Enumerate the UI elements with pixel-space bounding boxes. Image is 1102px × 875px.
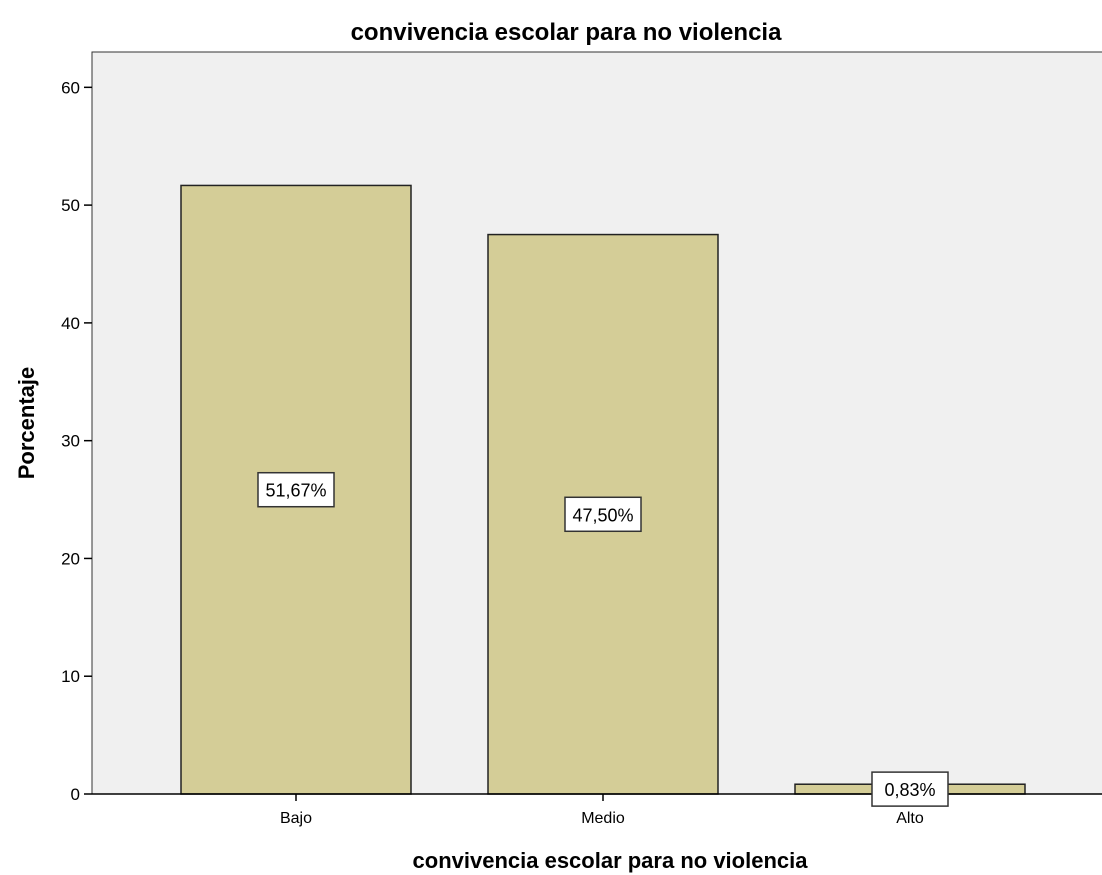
data-label-box bbox=[564, 496, 642, 533]
y-tick-label: 60 bbox=[61, 78, 80, 97]
y-tick-label: 10 bbox=[61, 667, 80, 686]
data-label-text: 51,67% bbox=[265, 481, 326, 501]
data-label-bajo: 51,67% bbox=[257, 471, 335, 508]
data-label-text: 0,83% bbox=[884, 780, 935, 800]
data-label-box bbox=[871, 771, 949, 807]
y-tick-label: 50 bbox=[61, 196, 80, 215]
chart-title: convivencia escolar para no violencia bbox=[351, 19, 783, 46]
y-tick-label: 30 bbox=[61, 432, 80, 451]
y-tick-label: 0 bbox=[71, 785, 80, 804]
x-tick-label-alto: Alto bbox=[896, 810, 924, 827]
y-axis-label: Porcentaje bbox=[14, 367, 39, 480]
data-label-medio: 47,50% bbox=[564, 496, 642, 533]
data-labels: 51,67% 47,50% 0,83% bbox=[257, 471, 949, 807]
y-tick-label: 20 bbox=[61, 549, 80, 568]
x-axis-label: convivencia escolar para no violencia bbox=[413, 848, 809, 873]
data-label-alto: 0,83% bbox=[871, 771, 949, 807]
x-tick-label-medio: Medio bbox=[581, 810, 625, 827]
y-tick-label: 40 bbox=[61, 314, 80, 333]
y-axis: 0 10 20 30 40 50 60 bbox=[61, 78, 92, 804]
x-tick-label-bajo: Bajo bbox=[280, 810, 312, 827]
data-label-box bbox=[257, 471, 335, 508]
x-axis: Bajo Medio Alto bbox=[92, 793, 1102, 827]
data-label-text: 47,50% bbox=[572, 505, 633, 525]
